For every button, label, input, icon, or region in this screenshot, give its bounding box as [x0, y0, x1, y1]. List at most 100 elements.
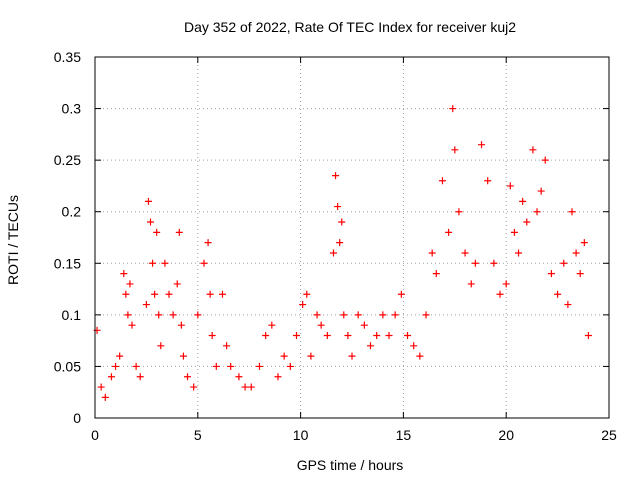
data-point [235, 373, 243, 381]
data-point [280, 352, 288, 360]
data-point [173, 280, 181, 288]
data-point [506, 182, 514, 190]
data-point [379, 311, 387, 319]
data-point [307, 352, 315, 360]
y-tick-label: 0.35 [54, 49, 81, 65]
data-point [268, 321, 276, 329]
data-point [97, 383, 105, 391]
data-point [212, 362, 220, 370]
data-point [218, 290, 226, 298]
data-point [157, 342, 165, 350]
data-point [438, 177, 446, 185]
data-point [502, 280, 510, 288]
data-point [147, 218, 155, 226]
data-point [155, 311, 163, 319]
data-point [404, 331, 412, 339]
data-point [313, 311, 321, 319]
data-point [190, 383, 198, 391]
data-point [467, 280, 475, 288]
data-point [584, 331, 592, 339]
y-tick-label: 0.05 [54, 358, 81, 374]
data-point [151, 290, 159, 298]
data-point [410, 342, 418, 350]
y-axis-label: ROTI / TECUs [5, 195, 21, 285]
y-tick-label: 0 [73, 410, 81, 426]
data-point [576, 270, 584, 278]
data-point [451, 146, 459, 154]
y-tick-label: 0.3 [62, 101, 82, 117]
data-point [560, 259, 568, 267]
data-point [572, 249, 580, 257]
data-point [161, 259, 169, 267]
y-tick-label: 0.2 [62, 204, 82, 220]
x-axis-label: GPS time / hours [297, 457, 404, 473]
data-point [490, 259, 498, 267]
data-point [478, 141, 486, 149]
data-point [120, 270, 128, 278]
data-point [455, 208, 463, 216]
data-point [317, 321, 325, 329]
data-point [223, 342, 231, 350]
data-point [286, 362, 294, 370]
data-point [292, 331, 300, 339]
data-point [136, 373, 144, 381]
data-point [340, 311, 348, 319]
x-tick-label: 0 [91, 427, 99, 443]
data-point [523, 218, 531, 226]
data-point [200, 259, 208, 267]
data-point [177, 321, 185, 329]
plot-frame [94, 56, 610, 419]
data-point [262, 331, 270, 339]
data-point [169, 311, 177, 319]
data-point [445, 228, 453, 236]
data-point [537, 187, 545, 195]
data-point [385, 331, 393, 339]
data-point [529, 146, 537, 154]
data-point [208, 331, 216, 339]
data-point [165, 290, 173, 298]
data-point [206, 290, 214, 298]
data-point [515, 249, 523, 257]
data-point [112, 362, 120, 370]
data-point [144, 197, 152, 205]
data-point [391, 311, 399, 319]
data-point [428, 249, 436, 257]
data-point [568, 208, 576, 216]
data-point [142, 301, 150, 309]
data-point [338, 218, 346, 226]
data-point [449, 105, 457, 113]
data-point [329, 249, 337, 257]
data-point [274, 373, 282, 381]
data-point [564, 301, 572, 309]
data-point [132, 362, 140, 370]
data-point [533, 208, 541, 216]
data-point [101, 393, 109, 401]
data-point [247, 383, 255, 391]
data-point [194, 311, 202, 319]
data-point [510, 228, 518, 236]
data-point [153, 228, 161, 236]
y-tick-label: 0.1 [62, 307, 82, 323]
y-tick-label: 0.25 [54, 152, 81, 168]
data-point [184, 373, 192, 381]
chart-title: Day 352 of 2022, Rate Of TEC Index for r… [184, 19, 516, 35]
data-point [373, 331, 381, 339]
data-point [354, 311, 362, 319]
x-tick-label: 5 [194, 427, 202, 443]
data-point [126, 280, 134, 288]
data-point [179, 352, 187, 360]
data-point [348, 352, 356, 360]
data-point [241, 383, 249, 391]
data-point [334, 203, 342, 211]
x-tick-label: 15 [396, 427, 412, 443]
x-tick-label: 25 [601, 427, 617, 443]
data-point [367, 342, 375, 350]
data-point [332, 172, 340, 180]
data-point [344, 331, 352, 339]
data-point [149, 259, 157, 267]
data-point [541, 156, 549, 164]
data-point [227, 362, 235, 370]
data-point [204, 239, 212, 247]
data-point [519, 197, 527, 205]
